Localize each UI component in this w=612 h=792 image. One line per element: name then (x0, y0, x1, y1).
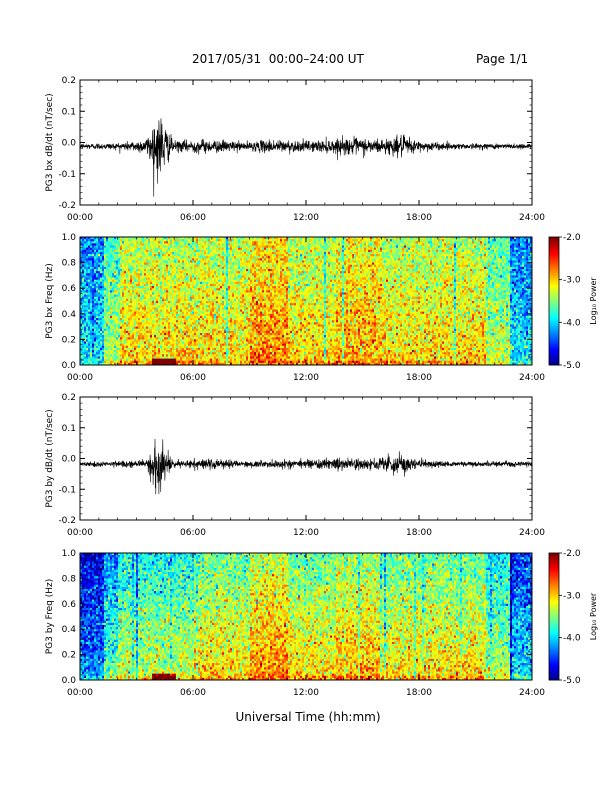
y-tick-label: -0.1 (58, 170, 76, 180)
x-tick-label: 12:00 (293, 213, 319, 223)
y-tick-label: -0.2 (58, 201, 76, 211)
x-tick-label: 24:00 (519, 213, 545, 223)
plots-canvas: 00:00 06:00 12:00 18:00 24:00 0.2 0.1 0.0 -0.1 -0… (0, 0, 612, 792)
y-tick-label: 0.1 (62, 107, 76, 117)
y-axis-label: PG3 bx dB/dt (nT/sec) (45, 93, 55, 191)
bx-dbdt-panel: 00:00 06:00 12:00 18:00 24:00 0.2 0.1 0.0 -0.1 -0… (45, 76, 545, 223)
x-tick-label: 18:00 (406, 213, 432, 223)
y-tick-label: 0.0 (62, 139, 77, 149)
signal-line (80, 118, 532, 196)
x-tick-label: 06:00 (180, 213, 206, 223)
x-tick-label: 00:00 (67, 213, 93, 223)
figure-page: 2017/05/31 00:00–24:00 UT Page 1/1 00:00… (0, 0, 612, 792)
y-tick-label: 0.2 (62, 76, 76, 86)
